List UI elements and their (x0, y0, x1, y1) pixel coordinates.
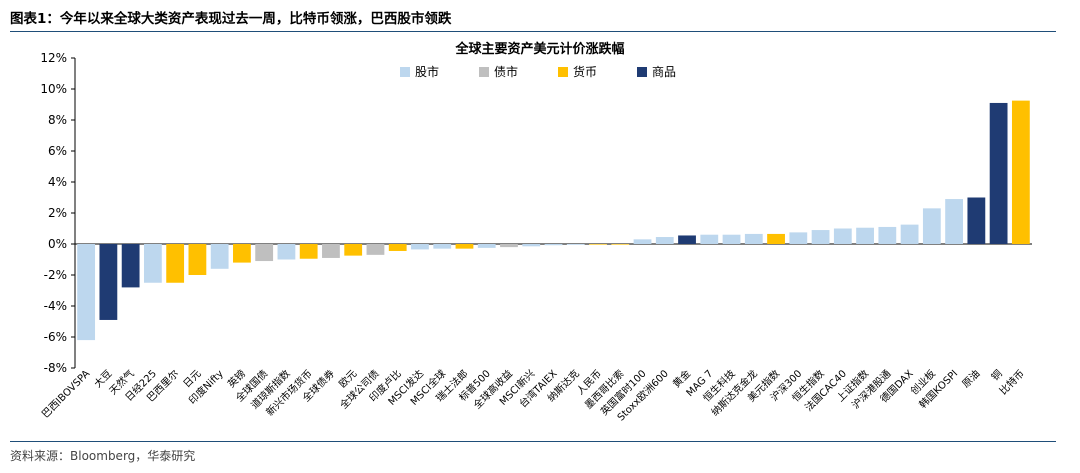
bar (99, 244, 118, 320)
y-tick-label: 2% (48, 206, 67, 220)
x-tick-label: 原油 (959, 367, 982, 390)
bar (833, 228, 852, 244)
y-tick-label: -2% (44, 268, 67, 282)
bar (255, 244, 274, 262)
bar (433, 244, 452, 249)
y-tick-label: 8% (48, 113, 67, 127)
figure-header: 图表1：今年以来全球大类资产表现过去一周，比特币领涨，巴西股市领跌 (0, 0, 1056, 30)
bar (856, 227, 874, 244)
bar (678, 235, 696, 244)
x-tick-label: 铜 (989, 368, 1005, 384)
legend-swatch-currency (558, 66, 569, 77)
y-tick-label: -6% (44, 330, 67, 344)
bar (344, 244, 363, 256)
chart-title: 全球主要资产美元计价涨跌幅 (455, 42, 625, 57)
legend-item-commodity: 商品 (637, 63, 676, 80)
legend-label-equity: 股市 (415, 65, 440, 79)
bar (789, 232, 808, 245)
bar (589, 244, 607, 245)
bar (299, 244, 318, 259)
bar (633, 239, 652, 244)
bar (945, 199, 963, 244)
bar (277, 244, 296, 260)
legend-swatch-equity (400, 66, 410, 77)
bar (233, 244, 251, 263)
legend-label-currency: 货币 (573, 65, 598, 79)
bar (744, 233, 763, 244)
bar (544, 244, 563, 246)
bottom-rule (10, 441, 1056, 442)
bar (566, 244, 585, 245)
bar (322, 244, 340, 258)
bar (655, 237, 674, 244)
bar (989, 102, 1008, 244)
y-tick-label: 10% (40, 82, 67, 96)
bar (166, 244, 185, 283)
x-tick-label: 比特币 (997, 368, 1027, 398)
bar (611, 244, 630, 245)
bar (143, 244, 162, 283)
bar (477, 244, 496, 248)
source-note: 资料来源：Bloomberg，华泰研究 (10, 449, 196, 463)
chart-legend: 股市 债市 货币 商品 (400, 63, 676, 80)
y-tick-label: -4% (44, 299, 67, 313)
bar (366, 244, 385, 255)
legend-label-commodity: 商品 (652, 65, 677, 79)
bar (500, 244, 518, 248)
legend-label-bond: 债市 (494, 65, 519, 79)
bar (1011, 100, 1030, 245)
bar (388, 244, 407, 251)
y-tick-label: 12% (40, 51, 67, 65)
x-tick-label: 巴西IBOVSPA (39, 368, 92, 421)
figure-title: 图表1：今年以来全球大类资产表现过去一周，比特币领涨，巴西股市领跌 (10, 11, 452, 27)
bar (455, 244, 474, 249)
legend-item-bond: 债市 (479, 63, 518, 80)
bar (767, 233, 785, 244)
top-rule (10, 31, 1056, 32)
bar (121, 244, 140, 288)
bar (210, 244, 229, 269)
bar (188, 244, 207, 275)
bar (700, 234, 719, 244)
bar (878, 226, 897, 244)
bar (722, 234, 741, 244)
y-tick-label: 6% (48, 144, 67, 158)
bar (900, 224, 919, 245)
bar (522, 244, 541, 247)
bar (967, 197, 986, 244)
bar (811, 230, 830, 244)
legend-item-currency: 货币 (558, 63, 597, 80)
bar (77, 244, 96, 341)
y-tick-label: 0% (48, 237, 67, 251)
y-tick-label: -8% (44, 361, 67, 375)
bar (922, 208, 941, 244)
bar (411, 244, 429, 250)
legend-item-equity: 股市 (400, 63, 439, 80)
legend-swatch-commodity (637, 66, 648, 77)
legend-swatch-bond (479, 66, 490, 77)
y-tick-label: 4% (48, 175, 67, 189)
